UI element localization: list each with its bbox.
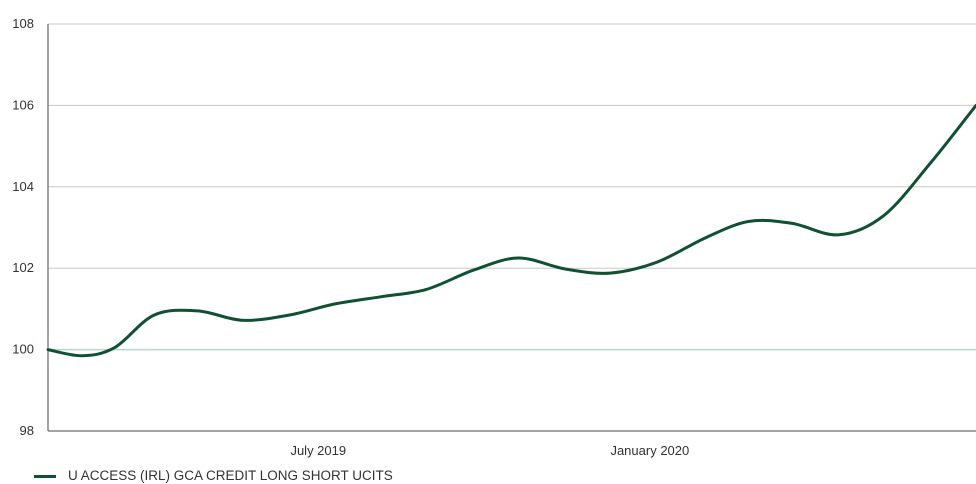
x-tick-labels: July 2019 January 2020 — [290, 443, 689, 458]
y-tick-label: 108 — [12, 16, 34, 31]
x-tick-label: January 2020 — [610, 443, 689, 458]
legend: U ACCESS (IRL) GCA CREDIT LONG SHORT UCI… — [34, 468, 393, 484]
gridlines — [48, 23, 976, 269]
y-tick-label: 98 — [20, 423, 34, 438]
y-tick-label: 106 — [12, 97, 34, 112]
y-tick-label: 102 — [12, 260, 34, 275]
y-tick-label: 100 — [12, 342, 34, 357]
legend-swatch — [34, 474, 56, 478]
y-tick-label: 104 — [12, 179, 34, 194]
legend-label: U ACCESS (IRL) GCA CREDIT LONG SHORT UCI… — [68, 468, 393, 483]
series-line — [46, 103, 976, 358]
x-tick-label: July 2019 — [290, 443, 346, 458]
y-tick-labels: 98 100 102 104 106 108 — [12, 16, 34, 438]
